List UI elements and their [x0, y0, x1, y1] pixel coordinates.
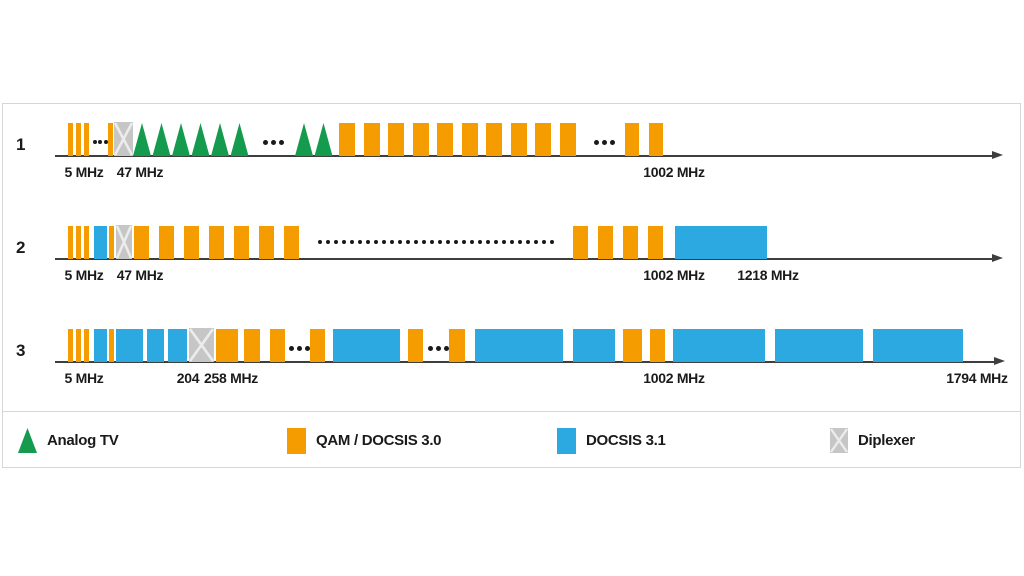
diplexer-x-icon — [830, 428, 848, 453]
legend-item-analog-tv: Analog TV — [18, 412, 119, 469]
qam-docsis30-swatch-icon — [287, 427, 306, 454]
legend-label-docsis31: DOCSIS 3.1 — [586, 432, 666, 449]
legend-panel: Analog TV QAM / DOCSIS 3.0 DOCSIS 3.1 Di… — [2, 411, 1021, 468]
diplexer-swatch-icon — [830, 428, 848, 453]
legend-label-analog-tv: Analog TV — [47, 432, 119, 449]
legend-item-diplexer: Diplexer — [830, 412, 915, 469]
legend-item-docsis31: DOCSIS 3.1 — [557, 412, 666, 469]
docsis31-swatch-icon — [557, 427, 576, 454]
legend-label-qam-docsis30: QAM / DOCSIS 3.0 — [316, 432, 442, 449]
legend-label-diplexer: Diplexer — [858, 432, 915, 449]
spectrum-chart-panel — [2, 103, 1021, 412]
analog-tv-triangle-icon — [18, 428, 37, 453]
legend-item-qam-docsis30: QAM / DOCSIS 3.0 — [287, 412, 442, 469]
